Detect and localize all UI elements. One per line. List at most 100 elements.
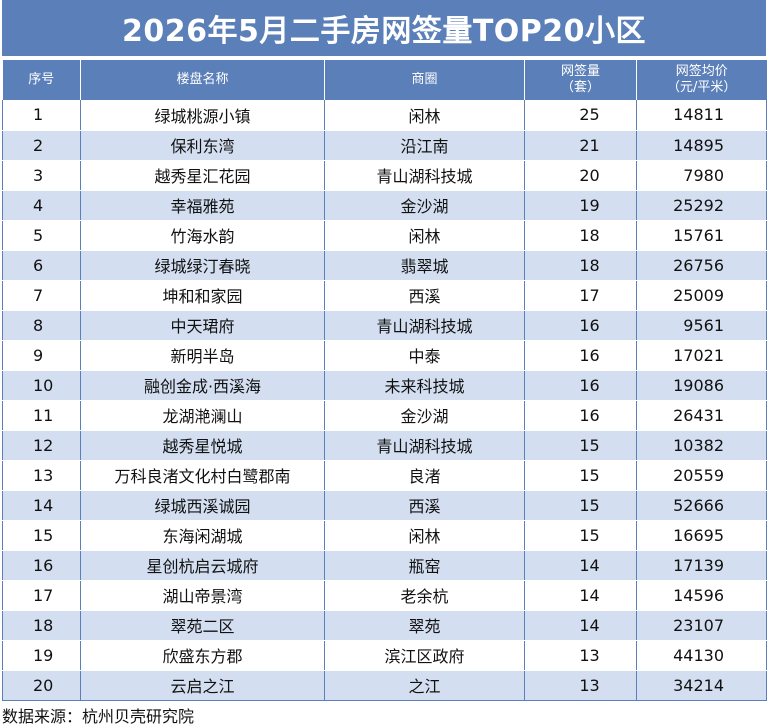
cell-area: 良渚	[324, 460, 525, 491]
cell-area: 闲林	[324, 220, 525, 251]
cell-area: 沿江南	[324, 130, 525, 161]
cell-count: 18	[524, 220, 637, 251]
cell-name: 坤和和家园	[80, 280, 325, 311]
cell-name: 绿城西溪诚园	[80, 490, 325, 521]
cell-area: 金沙湖	[324, 400, 525, 431]
table-row: 18 翠苑二区 翠苑 14 23107	[2, 610, 767, 641]
table-row: 11 龙湖滟澜山 金沙湖 16 26431	[2, 400, 767, 431]
cell-rank: 2	[2, 130, 81, 161]
cell-rank: 5	[2, 220, 81, 251]
cell-name: 翠苑二区	[80, 610, 325, 641]
table-row: 19 欣盛东方郡 滨江区政府 13 44130	[2, 640, 767, 671]
cell-count: 13	[524, 670, 637, 701]
cell-name: 融创金成·西溪海	[80, 370, 325, 401]
cell-price: 17021	[636, 340, 767, 371]
cell-name: 中天珺府	[80, 310, 325, 341]
cell-price: 44130	[636, 640, 767, 671]
cell-price: 25292	[636, 190, 767, 221]
cell-rank: 14	[2, 490, 81, 521]
cell-count: 13	[524, 640, 637, 671]
cell-rank: 6	[2, 250, 81, 281]
cell-area: 滨江区政府	[324, 640, 525, 671]
cell-rank: 15	[2, 520, 81, 551]
header-area: 商圈	[324, 60, 525, 100]
data-source-note: 数据来源：杭州贝壳研究院	[2, 707, 195, 726]
cell-rank: 19	[2, 640, 81, 671]
cell-rank: 16	[2, 550, 81, 581]
cell-area: 闲林	[324, 100, 525, 131]
cell-price: 14811	[636, 100, 767, 131]
cell-name: 竹海水韵	[80, 220, 325, 251]
cell-rank: 8	[2, 310, 81, 341]
table-row: 12 越秀星悦城 青山湖科技城 15 10382	[2, 430, 767, 461]
cell-rank: 10	[2, 370, 81, 401]
cell-area: 瓶窑	[324, 550, 525, 581]
cell-name: 龙湖滟澜山	[80, 400, 325, 431]
header-rank: 序号	[2, 60, 81, 100]
cell-count: 17	[524, 280, 637, 311]
cell-price: 14596	[636, 580, 767, 611]
table-row: 10 融创金成·西溪海 未来科技城 16 19086	[2, 370, 767, 401]
cell-area: 翡翠城	[324, 250, 525, 281]
cell-count: 14	[524, 580, 637, 611]
cell-name: 万科良渚文化村白鹭郡南	[80, 460, 325, 491]
header-name: 楼盘名称	[80, 60, 325, 100]
cell-area: 青山湖科技城	[324, 160, 525, 191]
cell-name: 绿城桃源小镇	[80, 100, 325, 131]
cell-count: 15	[524, 460, 637, 491]
cell-count: 15	[524, 520, 637, 551]
cell-price: 20559	[636, 460, 767, 491]
cell-name: 欣盛东方郡	[80, 640, 325, 671]
cell-rank: 4	[2, 190, 81, 221]
cell-name: 东海闲湖城	[80, 520, 325, 551]
cell-count: 18	[524, 250, 637, 281]
cell-price: 19086	[636, 370, 767, 401]
cell-name: 绿城绿汀春晓	[80, 250, 325, 281]
cell-area: 翠苑	[324, 610, 525, 641]
cell-name: 星创杭启云城府	[80, 550, 325, 581]
ranking-table-container: 序号 楼盘名称 商圈 网签量 （套） 网签均价 （元/平米） 1 绿城桃源小镇 闲林…	[2, 60, 767, 701]
cell-count: 25	[524, 100, 637, 131]
table-row: 17 湖山帝景湾 老余杭 14 14596	[2, 580, 767, 611]
table-row: 2 保利东湾 沿江南 21 14895	[2, 130, 767, 161]
cell-count: 15	[524, 490, 637, 521]
cell-count: 16	[524, 310, 637, 341]
header-price: 网签均价 （元/平米）	[636, 60, 767, 100]
cell-area: 未来科技城	[324, 370, 525, 401]
table-row: 4 幸福雅苑 金沙湖 19 25292	[2, 190, 767, 221]
cell-rank: 7	[2, 280, 81, 311]
cell-count: 16	[524, 340, 637, 371]
cell-name: 湖山帝景湾	[80, 580, 325, 611]
cell-count: 16	[524, 370, 637, 401]
cell-price: 10382	[636, 430, 767, 461]
cell-count: 20	[524, 160, 637, 191]
header-count: 网签量 （套）	[524, 60, 637, 100]
cell-name: 越秀星悦城	[80, 430, 325, 461]
table-row: 20 云启之江 之江 13 34214	[2, 670, 767, 701]
cell-name: 新明半岛	[80, 340, 325, 371]
cell-rank: 11	[2, 400, 81, 431]
cell-rank: 1	[2, 100, 81, 131]
table-row: 7 坤和和家园 西溪 17 25009	[2, 280, 767, 311]
table-row: 6 绿城绿汀春晓 翡翠城 18 26756	[2, 250, 767, 281]
cell-area: 中泰	[324, 340, 525, 371]
title-bar: 2026年5月二手房网签量TOP20小区	[2, 0, 766, 56]
cell-name: 幸福雅苑	[80, 190, 325, 221]
cell-rank: 3	[2, 160, 81, 191]
cell-price: 9561	[636, 310, 767, 341]
cell-name: 越秀星汇花园	[80, 160, 325, 191]
cell-price: 23107	[636, 610, 767, 641]
cell-rank: 20	[2, 670, 81, 701]
table-row: 9 新明半岛 中泰 16 17021	[2, 340, 767, 371]
cell-rank: 13	[2, 460, 81, 491]
cell-count: 19	[524, 190, 637, 221]
cell-area: 青山湖科技城	[324, 430, 525, 461]
cell-area: 西溪	[324, 280, 525, 311]
table-row: 13 万科良渚文化村白鹭郡南 良渚 15 20559	[2, 460, 767, 491]
table-row: 16 星创杭启云城府 瓶窑 14 17139	[2, 550, 767, 581]
cell-area: 老余杭	[324, 580, 525, 611]
cell-count: 14	[524, 550, 637, 581]
cell-area: 金沙湖	[324, 190, 525, 221]
table-row: 3 越秀星汇花园 青山湖科技城 20 7980	[2, 160, 767, 191]
table-row: 14 绿城西溪诚园 西溪 15 52666	[2, 490, 767, 521]
